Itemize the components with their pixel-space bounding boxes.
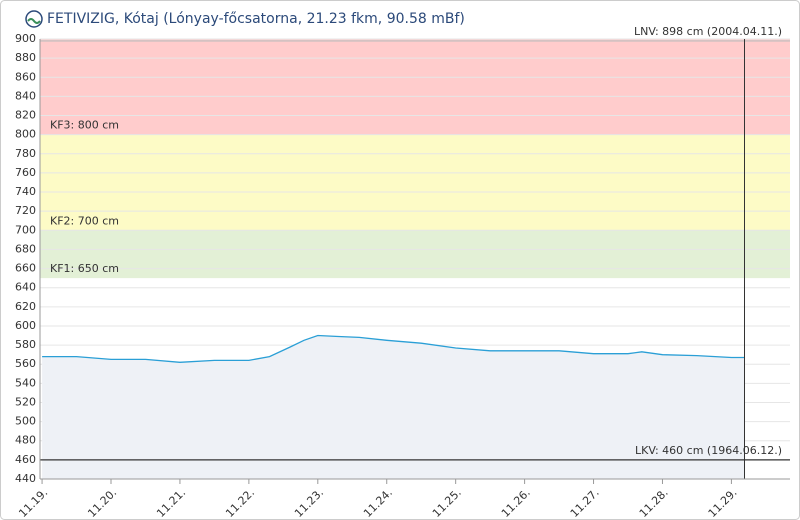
- y-tick-label: 500: [15, 415, 36, 428]
- area: [42, 335, 745, 479]
- chart-title: FETIVIZIG, Kótaj (Lónyay-főcsatorna, 21.…: [47, 11, 465, 27]
- y-tick-label: 540: [15, 376, 36, 389]
- y-tick-label: 640: [15, 281, 36, 294]
- threshold-label: LKV: 460 cm (1964.06.12.): [635, 444, 782, 457]
- y-tick-label: 840: [15, 89, 36, 102]
- threshold-band: [40, 39, 790, 135]
- y-tick-label: 480: [15, 434, 36, 447]
- threshold-band: [40, 230, 790, 279]
- y-tick-label: 660: [15, 262, 36, 275]
- y-tick-label: 880: [15, 51, 36, 64]
- band-label: KF1: 650 cm: [50, 262, 119, 275]
- y-tick-label: 900: [15, 32, 36, 45]
- water-level-line: [42, 334, 745, 363]
- band-label: KF2: 700 cm: [50, 214, 119, 227]
- band-label: KF3: 800 cm: [50, 119, 119, 132]
- threshold-label: LNV: 898 cm (2004.04.11.): [634, 25, 782, 38]
- y-tick-label: 760: [15, 166, 36, 179]
- y-tick-label: 600: [15, 319, 36, 332]
- y-tick-label: 700: [15, 223, 36, 236]
- y-tick-label: 680: [15, 242, 36, 255]
- y-tick-label: 520: [15, 395, 36, 408]
- y-tick-label: 620: [15, 300, 36, 313]
- y-tick-label: 800: [15, 128, 36, 141]
- y-tick-label: 560: [15, 357, 36, 370]
- y-tick-label: 820: [15, 109, 36, 122]
- y-tick-label: 460: [15, 453, 36, 466]
- y-tick-label: 440: [15, 472, 36, 485]
- y-tick-label: 740: [15, 185, 36, 198]
- threshold-band: [40, 134, 790, 231]
- y-tick-label: 720: [15, 204, 36, 217]
- logo: [25, 10, 43, 28]
- y-tick-label: 860: [15, 70, 36, 83]
- y-tick-label: 780: [15, 147, 36, 160]
- y-tick-label: 580: [15, 338, 36, 351]
